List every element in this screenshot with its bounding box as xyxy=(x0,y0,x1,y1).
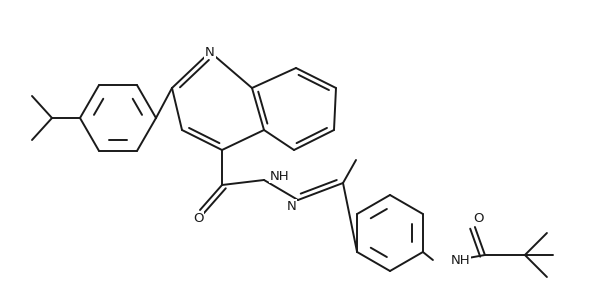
Text: N: N xyxy=(286,200,296,213)
Text: NH: NH xyxy=(451,253,471,266)
Text: O: O xyxy=(474,213,484,225)
Text: O: O xyxy=(193,211,203,225)
Text: N: N xyxy=(205,46,215,58)
Text: NH: NH xyxy=(270,170,290,182)
